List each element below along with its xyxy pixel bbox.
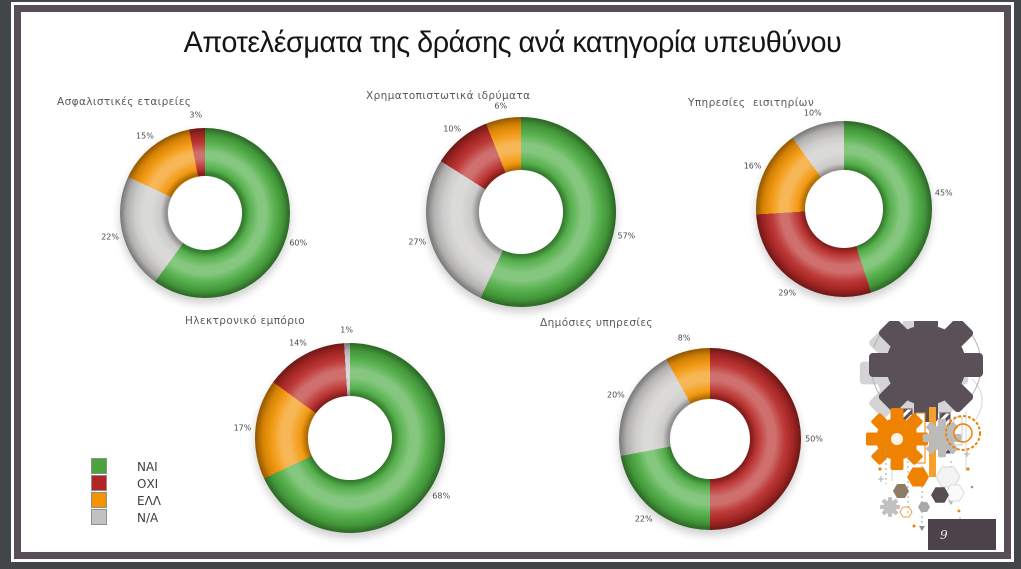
legend-swatch [91,458,107,474]
legend-swatch [91,509,107,525]
slice-label: 16% [743,161,762,171]
tiny-gear-icon [880,497,900,517]
slice-label: 8% [677,333,691,343]
slice-label: 57% [617,231,636,241]
slice-label: 29% [778,288,797,298]
slice-label: 60% [289,238,308,248]
slide-title: Αποτελέσματα της δράσης ανά κατηγορία υπ… [183,26,842,59]
legend-label: Ν/Α [137,510,159,525]
legend-swatch [91,492,107,508]
slice-label: 14% [289,338,307,348]
legend-item: ΝΑΙ [91,458,161,475]
page-number-box: 9 [928,519,996,550]
slice-label: 27% [408,237,427,247]
slice-label: 10% [803,108,822,118]
slice-label: 15% [136,131,154,141]
slice-label: 68% [432,491,451,501]
chart-title-4: Ηλεκτρονικό εμπόριο [185,315,306,327]
chart-title-1: Ασφαλιστικές εταιρείες [57,96,192,108]
slice-label: 22% [101,232,119,242]
legend-swatch [91,475,107,491]
arrow-down-icon [919,526,925,531]
hexagons-decor [893,466,965,518]
donut-hole [167,175,243,251]
legend-item: ΟΧΙ [91,475,161,492]
slice-label: 3% [189,110,203,120]
slice-label: 20% [607,390,625,400]
donut-hole [308,396,392,480]
slice-label: 10% [443,124,462,134]
page-number: 9 [940,527,948,542]
donut-hole [805,170,883,248]
slice-label: 50% [805,434,823,444]
orange-gear-hub [891,433,903,445]
legend-label: ΕΛΛ [137,493,161,508]
legend-item: ΕΛΛ [91,492,161,509]
slice-label: 1% [340,325,353,335]
legend: ΝΑΙ ΟΧΙ ΕΛΛ Ν/Α [91,458,161,526]
chart-title-3: Υπηρεσίες εισιτηρίων [688,97,815,109]
ratchet-ring-icon [945,415,981,451]
legend-label: ΟΧΙ [137,476,159,491]
donut-hole [669,398,751,480]
chart-title-5: Δημόσιες υπηρεσίες [540,317,653,329]
legend-item: Ν/Α [91,509,161,526]
slice-label: 45% [934,188,953,198]
legend-label: ΝΑΙ [137,459,158,474]
gears-illustration [859,321,983,531]
slice-label: 6% [494,101,508,111]
chart-title-2: Χρηματοπιστωτικά ιδρύματα [366,90,531,102]
slice-label: 17% [233,423,252,433]
slice-label: 22% [634,514,653,524]
donut-hole [479,170,563,254]
